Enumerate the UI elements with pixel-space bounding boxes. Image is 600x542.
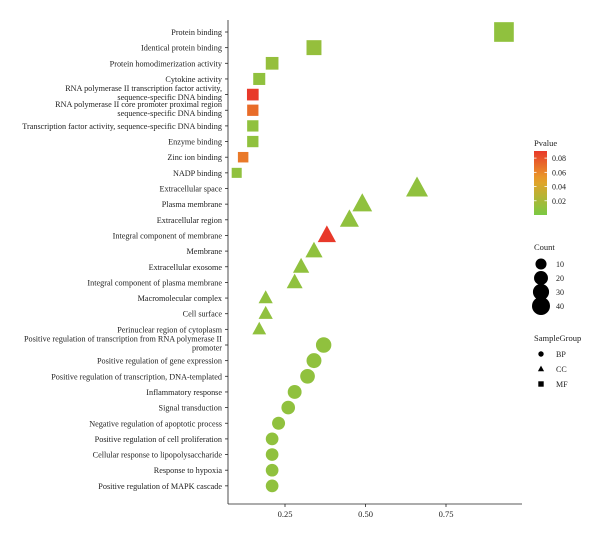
count-legend-dot xyxy=(534,271,548,285)
cc-triangle-point xyxy=(339,209,359,227)
count-legend-dot xyxy=(535,258,547,270)
pvalue-tick-label: 0.02 xyxy=(552,197,566,206)
pvalue-tick-label: 0.04 xyxy=(552,183,566,192)
cc-triangle-point xyxy=(258,305,273,319)
bp-circle-point xyxy=(281,400,296,415)
y-tick-label: Cytokine activity xyxy=(165,75,223,84)
y-tick-label: Inflammatory response xyxy=(146,388,222,397)
y-tick-label: Signal transduction xyxy=(159,404,222,413)
samplegroup-legend-cc-marker xyxy=(537,365,545,372)
cc-triangle-point xyxy=(352,193,373,212)
y-tick-label: Transcription factor activity, sequence-… xyxy=(22,122,222,131)
cc-triangle-point xyxy=(286,273,303,289)
mf-square-point xyxy=(247,104,259,116)
bp-circle-point xyxy=(306,353,322,369)
mf-square-point xyxy=(231,167,242,178)
y-tick-label: Membrane xyxy=(187,247,223,256)
y-tick-label: Cellular response to lipopolysaccharide xyxy=(93,451,223,460)
y-tick-label: Extracellular space xyxy=(159,185,222,194)
data-points xyxy=(231,22,514,493)
y-tick-label: Response to hypoxia xyxy=(154,466,223,475)
count-legend-title: Count xyxy=(534,242,555,252)
y-tick-label: Perinuclear region of cytoplasm xyxy=(117,325,222,334)
y-tick-label: Positive regulation of cell proliferatio… xyxy=(95,435,222,444)
y-tick-label: Extracellular region xyxy=(157,216,222,225)
count-legend-label: 30 xyxy=(556,288,564,297)
y-tick-label: Macromolecular complex xyxy=(138,294,222,303)
mf-square-point xyxy=(247,135,259,148)
y-tick-label: Protein binding xyxy=(171,28,222,37)
count-legend-label: 40 xyxy=(556,302,564,311)
y-tick-label: Zinc ion binding xyxy=(167,153,222,162)
x-tick-label: 0.50 xyxy=(358,509,373,519)
y-tick-label: Cell surface xyxy=(183,310,223,319)
count-legend-dot xyxy=(532,283,550,301)
bp-circle-point xyxy=(315,337,332,353)
bp-circle-point xyxy=(300,368,315,384)
y-tick-label: Protein homodimerization activity xyxy=(110,59,223,68)
mf-square-point xyxy=(494,22,514,42)
count-legend-dot xyxy=(532,297,550,315)
count-legend-label: 10 xyxy=(556,260,564,269)
x-tick-label: 0.75 xyxy=(439,509,454,519)
cc-triangle-point xyxy=(292,257,310,273)
y-tick-label: Identical protein binding xyxy=(141,44,222,53)
y-tick-label: Integral component of membrane xyxy=(113,231,223,240)
y-tick-label: Negative regulation of apoptotic process xyxy=(89,419,222,428)
y-tick-label: RNA polymerase II transcription factor a… xyxy=(65,84,222,102)
y-axis-labels: Protein binding Identical protein binding… xyxy=(22,28,228,491)
samplegroup-legend-label: MF xyxy=(556,380,568,389)
mf-square-point xyxy=(306,40,322,56)
y-tick-label: Plasma membrane xyxy=(162,200,223,209)
bp-circle-point xyxy=(265,463,279,477)
y-tick-label: Positive regulation of gene expression xyxy=(97,357,222,366)
pvalue-colorbar xyxy=(534,151,547,215)
mf-square-point xyxy=(265,56,279,70)
samplegroup-legend-bp-marker xyxy=(538,351,544,357)
mf-square-point xyxy=(253,72,266,85)
bp-circle-point xyxy=(272,416,286,430)
samplegroup-legend-title: SampleGroup xyxy=(534,333,581,343)
cc-triangle-point xyxy=(406,176,429,197)
pvalue-legend-title: Pvalue xyxy=(534,138,557,148)
y-tick-label: Enzyme binding xyxy=(168,138,222,147)
y-tick-label: NADP binding xyxy=(173,169,222,178)
x-tick-label: 0.25 xyxy=(278,509,293,519)
samplegroup-legend-label: BP xyxy=(556,350,566,359)
y-tick-label: Positive regulation of transcription, DN… xyxy=(51,372,222,381)
y-tick-label: Extracellular exosome xyxy=(149,263,223,272)
y-tick-label: Positive regulation of MAPK cascade xyxy=(98,482,222,491)
bp-circle-point xyxy=(265,432,279,446)
cc-triangle-point xyxy=(305,241,323,258)
samplegroup-legend-mf-marker xyxy=(538,381,544,387)
pvalue-tick-label: 0.06 xyxy=(552,168,566,177)
count-legend-label: 20 xyxy=(556,274,564,283)
mf-square-point xyxy=(237,151,249,163)
bp-circle-point xyxy=(287,385,302,399)
cc-triangle-point xyxy=(252,321,267,335)
bp-circle-point xyxy=(265,448,279,461)
cc-triangle-point xyxy=(317,225,337,243)
mf-square-point xyxy=(246,88,259,101)
y-tick-label: RNA polymerase II core promoter proximal… xyxy=(55,100,222,118)
pvalue-tick-label: 0.08 xyxy=(552,154,566,163)
bp-circle-point xyxy=(265,479,279,493)
cc-triangle-point xyxy=(258,290,273,304)
y-tick-label: Integral component of plasma membrane xyxy=(87,278,222,287)
mf-square-point xyxy=(247,120,259,132)
y-tick-label: Positive regulation of transcription fro… xyxy=(24,335,222,353)
samplegroup-legend-label: CC xyxy=(556,365,567,374)
x-axis-ticks: 0.25 0.50 0.75 xyxy=(278,504,454,519)
